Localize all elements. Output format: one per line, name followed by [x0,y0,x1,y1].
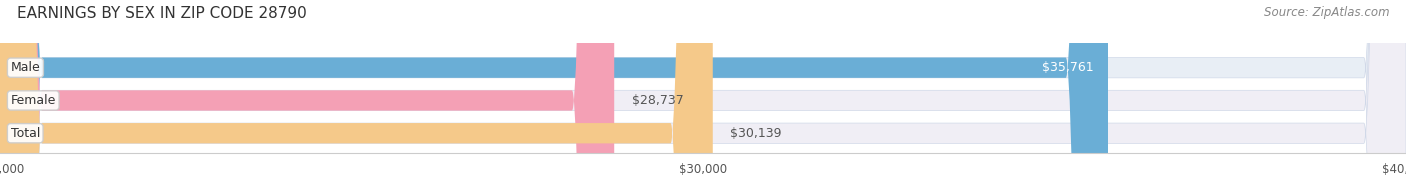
Text: EARNINGS BY SEX IN ZIP CODE 28790: EARNINGS BY SEX IN ZIP CODE 28790 [17,6,307,21]
Text: Male: Male [11,61,41,74]
FancyBboxPatch shape [0,0,614,196]
Text: $35,761: $35,761 [1042,61,1094,74]
Text: $30,139: $30,139 [730,127,782,140]
Text: Total: Total [11,127,39,140]
Text: Female: Female [11,94,56,107]
Text: $28,737: $28,737 [631,94,683,107]
FancyBboxPatch shape [0,0,1108,196]
Text: Source: ZipAtlas.com: Source: ZipAtlas.com [1264,6,1389,19]
FancyBboxPatch shape [0,0,713,196]
